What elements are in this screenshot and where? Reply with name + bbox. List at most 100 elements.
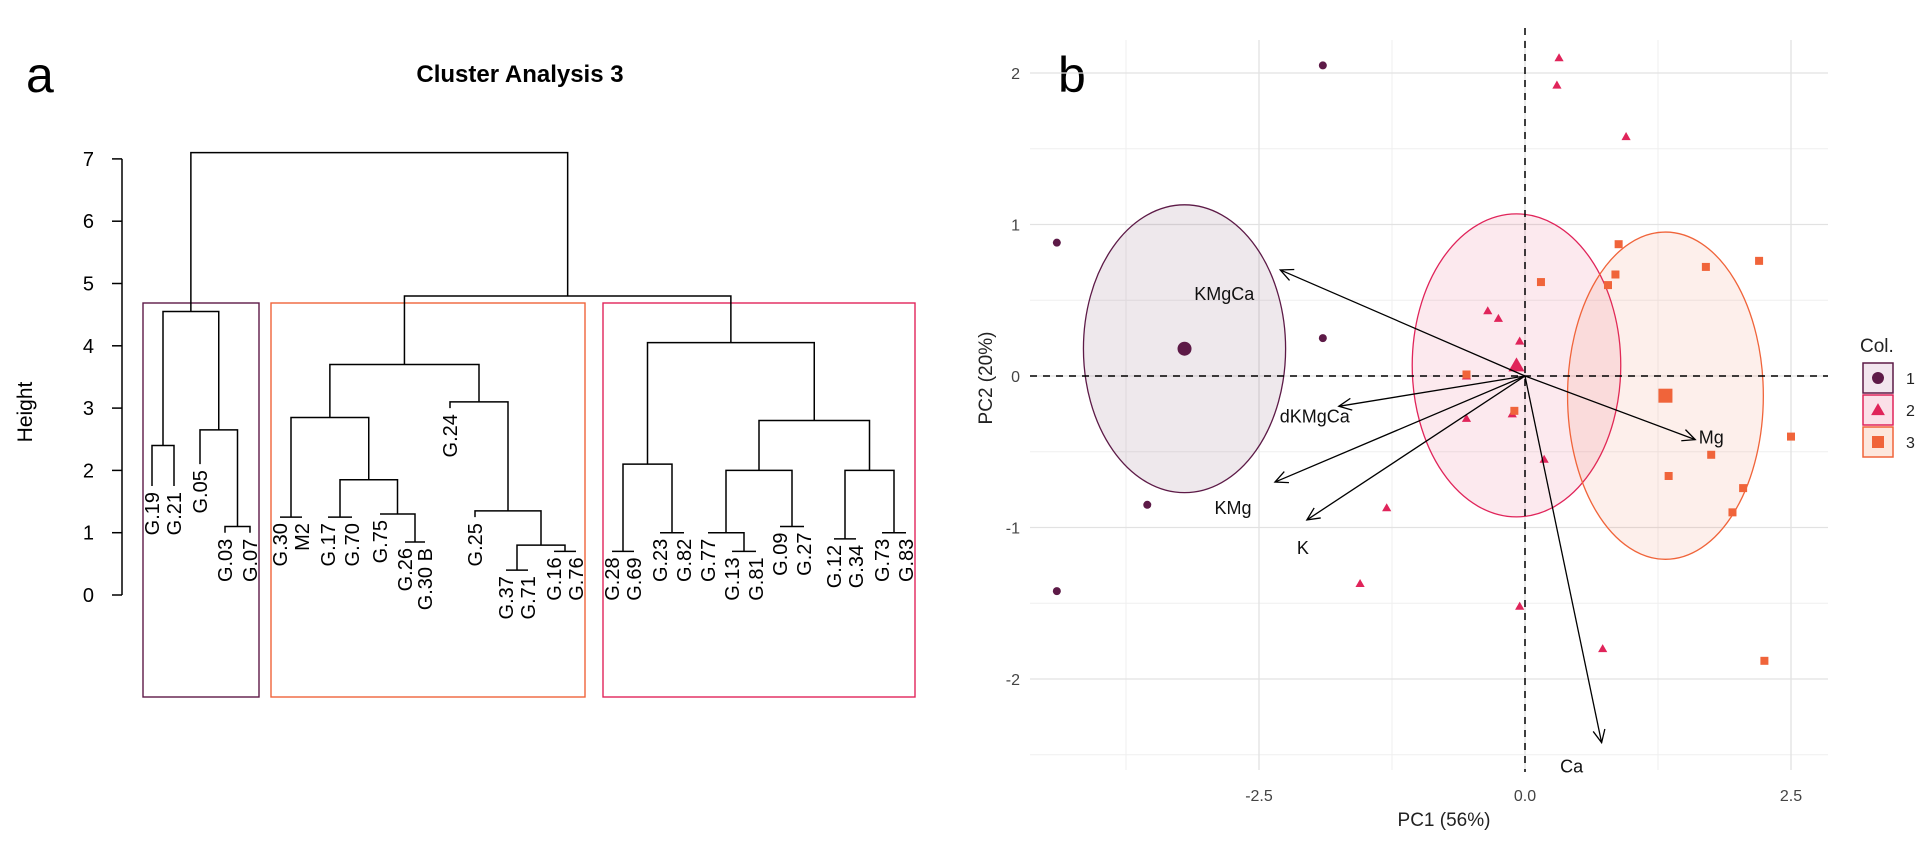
pca-y-tick-label: 0	[1011, 369, 1020, 386]
point-group-3	[1728, 508, 1737, 517]
leaf-label: G.09	[770, 532, 792, 575]
dendrogram-y-tick-label: 5	[83, 274, 94, 296]
dendrogram-branch	[190, 151, 569, 312]
loading-label-Ca: Ca	[1560, 757, 1584, 777]
leaf-label: G.76	[566, 557, 588, 600]
loading-label-KMg: KMg	[1214, 498, 1251, 518]
point-group-2	[1598, 644, 1608, 653]
point-group-2	[1554, 53, 1564, 62]
leaf-label: G.21	[164, 492, 186, 535]
dendrogram-y-tick-label: 3	[83, 398, 94, 420]
legend-label-1: 1	[1906, 371, 1915, 388]
leaf-label: G.05	[190, 470, 212, 513]
legend-key-1	[1862, 362, 1894, 394]
leaf-label: G.37	[496, 576, 518, 619]
pca-points	[1052, 53, 1795, 665]
pca-y-tick-label: -2	[1006, 672, 1020, 689]
dendrogram-y-axis: 0 1 2 3 4 5 6 7	[83, 149, 123, 607]
point-group-3	[1614, 240, 1623, 249]
loading-arrowhead-Ca	[1592, 728, 1606, 745]
cluster-box-3	[270, 302, 586, 698]
dendrogram-y-tick-label: 4	[83, 336, 94, 358]
legend-label-2: 2	[1906, 403, 1915, 420]
loading-arrow-K	[1306, 375, 1526, 521]
leaf-label: G.30 B	[415, 548, 437, 610]
dendrogram-y-tick-label: 7	[83, 149, 94, 171]
point-group-2	[1515, 336, 1525, 345]
dendrogram-branch	[380, 513, 416, 543]
legend-symbol-1	[1872, 372, 1884, 384]
loading-arrowhead-K	[1305, 507, 1321, 521]
leaf-label: G.34	[846, 545, 868, 588]
leaf-label: G.81	[746, 557, 768, 600]
dendrogram-branches	[151, 151, 906, 571]
leaf-label: G.73	[872, 539, 894, 582]
point-group-3	[1760, 656, 1769, 665]
point-group-1	[1143, 500, 1152, 509]
loading-arrow-KMg	[1274, 375, 1526, 483]
pca-y-tick-label: 2	[1011, 66, 1020, 83]
dendrogram-branch	[708, 531, 745, 552]
leaf-label: G.19	[142, 492, 164, 535]
point-group-2	[1515, 601, 1525, 610]
pca-x-tick-label: 0.0	[1514, 788, 1536, 805]
leaf-label: G.69	[624, 557, 646, 600]
leaf-label: M2	[292, 523, 314, 551]
point-group-3	[1787, 432, 1795, 441]
point-group-3	[1755, 256, 1764, 265]
leaf-label: G.17	[318, 523, 340, 566]
dendrogram-title: Cluster Analysis 3	[416, 61, 623, 88]
loading-arrowhead-KMgCa	[1278, 268, 1295, 281]
pca-y-tick-label: -1	[1006, 521, 1020, 538]
point-group-3	[1462, 370, 1471, 379]
loading-arrowhead-dKMgCa	[1337, 397, 1353, 411]
dendrogram-leaf-labels: G.19 G.21G.05G.03 G.07 G.30 M2 G.17 G.70 G.75G.…	[142, 414, 918, 619]
loading-label-Mg: Mg	[1699, 428, 1724, 448]
point-group-2	[1483, 306, 1493, 315]
point-group-2	[1621, 132, 1631, 141]
leaf-label: G.24	[440, 414, 462, 457]
leaf-label: G.75	[370, 520, 392, 563]
leaf-label: G.23	[650, 539, 672, 582]
panel-label-b: b	[1058, 47, 1086, 103]
leaf-label: G.28	[602, 557, 624, 600]
pca-zero-lines	[1030, 28, 1828, 772]
leaf-label: G.16	[544, 557, 566, 600]
loading-arrow-Ca	[1524, 375, 1603, 743]
point-group-3	[1664, 471, 1673, 480]
cluster-boxes	[142, 302, 916, 698]
leaf-label: G.25	[465, 523, 487, 566]
leaf-label: G.27	[794, 532, 816, 575]
centroid-group-3	[1658, 388, 1673, 403]
cluster-box-2	[602, 302, 916, 698]
point-group-3	[1701, 262, 1710, 271]
pca-x-tick-label: -2.5	[1245, 788, 1273, 805]
leaf-label: G.07	[240, 539, 262, 582]
legend-symbol-3	[1872, 436, 1884, 448]
point-group-1	[1052, 587, 1061, 596]
pca-gridlines	[1030, 40, 1828, 770]
leaf-label: G.26	[395, 548, 417, 591]
loading-arrow-KMgCa	[1280, 269, 1526, 377]
point-group-1	[1052, 238, 1061, 247]
point-group-3	[1603, 281, 1612, 290]
pca-x-axis-label: PC1 (56%)	[1398, 810, 1491, 831]
loading-label-KMgCa: KMgCa	[1194, 284, 1255, 304]
pca-y-tick-label: 1	[1011, 218, 1020, 235]
loading-label-dKMgCa: dKMgCa	[1280, 406, 1351, 426]
leaf-label: G.13	[722, 557, 744, 600]
point-group-3	[1510, 406, 1519, 415]
point-group-3	[1536, 278, 1545, 287]
pca-x-tick-label: 2.5	[1780, 788, 1802, 805]
point-group-1	[1318, 61, 1327, 70]
point-group-2	[1539, 454, 1549, 463]
dendrogram-y-tick-label: 2	[83, 460, 94, 482]
point-group-1	[1318, 334, 1327, 343]
legend-title: Col.	[1860, 336, 1894, 357]
loading-label-K: K	[1297, 538, 1309, 558]
leaf-label: G.70	[342, 523, 364, 566]
point-group-3	[1611, 270, 1620, 279]
